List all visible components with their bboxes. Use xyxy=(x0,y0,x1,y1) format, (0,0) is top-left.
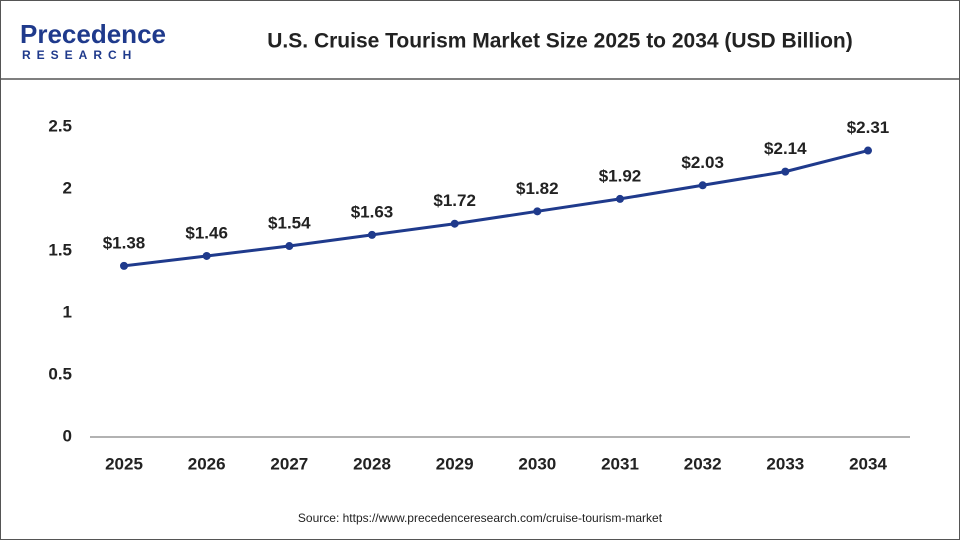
x-tick-label: 2028 xyxy=(353,454,391,473)
value-label: $1.63 xyxy=(351,202,394,221)
x-tick-label: 2032 xyxy=(684,454,722,473)
value-label: $1.72 xyxy=(433,191,476,210)
source: Source: https://www.precedenceresearch.c… xyxy=(298,511,663,525)
point xyxy=(202,251,211,260)
y-tick-label: 1 xyxy=(63,302,72,321)
y-tick-label: 0 xyxy=(63,426,72,445)
value-label: $1.82 xyxy=(516,179,559,198)
x-tick-label: 2031 xyxy=(601,454,639,473)
value-label: $1.38 xyxy=(103,233,146,252)
y-tick-label: 2.5 xyxy=(48,116,72,135)
point xyxy=(285,242,294,251)
x-tick-label: 2029 xyxy=(436,454,474,473)
point xyxy=(616,194,624,203)
value-label: $1.54 xyxy=(268,214,311,233)
line xyxy=(123,149,869,268)
value-label: $2.31 xyxy=(847,118,890,137)
point xyxy=(698,181,707,190)
value-label: $1.46 xyxy=(185,223,228,242)
point xyxy=(533,207,542,216)
logo-tagline: RESEARCH xyxy=(22,48,137,62)
chart-title: U.S. Cruise Tourism Market Size 2025 to … xyxy=(267,30,852,53)
x-tick-label: 2034 xyxy=(849,454,887,473)
point xyxy=(368,230,376,239)
x-tick-label: 2033 xyxy=(766,454,804,473)
point xyxy=(450,219,459,228)
value-label: $1.92 xyxy=(599,166,642,185)
value-label: $2.14 xyxy=(764,139,807,158)
point xyxy=(864,146,872,155)
value-label: $2.03 xyxy=(681,153,724,172)
x-tick-label: 2030 xyxy=(518,454,556,473)
x-tick-label: 2026 xyxy=(188,454,226,473)
point xyxy=(781,167,790,176)
x-tick-label: 2025 xyxy=(105,454,143,473)
x-tick-label: 2027 xyxy=(270,454,308,473)
point xyxy=(120,261,128,270)
y-tick-label: 1.5 xyxy=(48,240,72,259)
y-tick-label: 2 xyxy=(63,178,72,197)
y-tick-label: 0.5 xyxy=(48,364,72,383)
logo-name: Precedence xyxy=(20,19,166,49)
